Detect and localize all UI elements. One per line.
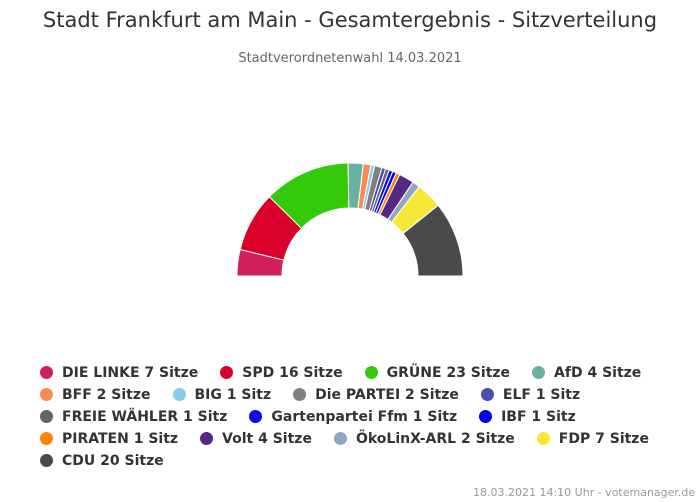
legend-marker-icon — [40, 454, 53, 467]
legend-label: CDU 20 Sitze — [62, 452, 164, 469]
legend-item[interactable]: Volt 4 Sitze — [200, 430, 312, 447]
seat-distribution-chart — [236, 162, 464, 277]
legend-label: DIE LINKE 7 Sitze — [62, 364, 199, 381]
legend-item[interactable]: IBF 1 Sitz — [479, 408, 576, 425]
legend-label: FREIE WÄHLER 1 Sitz — [62, 408, 228, 425]
legend-item[interactable]: BIG 1 Sitz — [172, 386, 272, 403]
chart-title: Stadt Frankfurt am Main - Gesamtergebnis… — [42, 8, 658, 32]
legend: DIE LINKE 7 Sitze SPD 16 Sitze GRÜNE 23 Si… — [40, 364, 680, 469]
legend-marker-icon — [40, 366, 53, 379]
legend-item[interactable]: Die PARTEI 2 Sitze — [293, 386, 459, 403]
legend-marker-icon — [200, 432, 214, 445]
legend-item[interactable]: GRÜNE 23 Sitze — [364, 364, 511, 381]
legend-item[interactable]: Gartenpartei Ffm 1 Sitz — [249, 408, 457, 425]
legend-item[interactable]: CDU 20 Sitze — [40, 452, 164, 469]
legend-marker-icon — [532, 366, 546, 379]
legend-marker-icon — [364, 366, 378, 379]
legend-label: GRÜNE 23 Sitze — [386, 364, 511, 381]
legend-marker-icon — [333, 432, 347, 445]
legend-marker-icon — [40, 432, 53, 445]
legend-label: FDP 7 Sitze — [558, 430, 649, 447]
legend-marker-icon — [172, 388, 186, 401]
legend-item[interactable]: FDP 7 Sitze — [536, 430, 649, 447]
footer-timestamp: 18.03.2021 14:10 Uhr - votemanager.de — [473, 486, 696, 499]
legend-item[interactable]: AfD 4 Sitze — [532, 364, 641, 381]
legend-marker-icon — [40, 410, 53, 423]
legend-item[interactable]: DIE LINKE 7 Sitze — [40, 364, 198, 381]
legend-label: ELF 1 Sitz — [502, 386, 581, 403]
legend-label: ÖkoLinX-ARL 2 Sitze — [355, 430, 515, 447]
legend-item[interactable]: ÖkoLinX-ARL 2 Sitze — [333, 430, 515, 447]
legend-marker-icon — [536, 432, 550, 445]
legend-marker-icon — [480, 388, 494, 401]
legend-label: BFF 2 Sitze — [62, 386, 151, 403]
legend-label: Die PARTEI 2 Sitze — [315, 386, 459, 403]
chart-subtitle: Stadtverordnetenwahl 14.03.2021 — [238, 51, 462, 66]
legend-marker-icon — [249, 410, 263, 423]
legend-label: Volt 4 Sitze — [222, 430, 312, 447]
legend-label: BIG 1 Sitz — [194, 386, 272, 403]
legend-marker-icon — [220, 366, 234, 379]
legend-label: SPD 16 Sitze — [242, 364, 343, 381]
legend-marker-icon — [479, 410, 493, 423]
legend-item[interactable]: ELF 1 Sitz — [480, 386, 581, 403]
legend-item[interactable]: BFF 2 Sitze — [40, 386, 151, 403]
legend-marker-icon — [40, 388, 53, 401]
legend-item[interactable]: PIRATEN 1 Sitz — [40, 430, 178, 447]
legend-label: AfD 4 Sitze — [554, 364, 642, 381]
legend-label: Gartenpartei Ffm 1 Sitz — [271, 408, 458, 425]
slice-cdu[interactable] — [402, 204, 464, 277]
legend-label: PIRATEN 1 Sitz — [62, 430, 179, 447]
legend-item[interactable]: SPD 16 Sitze — [220, 364, 343, 381]
legend-item[interactable]: FREIE WÄHLER 1 Sitz — [40, 408, 227, 425]
legend-label: IBF 1 Sitz — [501, 408, 576, 425]
legend-marker-icon — [293, 388, 307, 401]
